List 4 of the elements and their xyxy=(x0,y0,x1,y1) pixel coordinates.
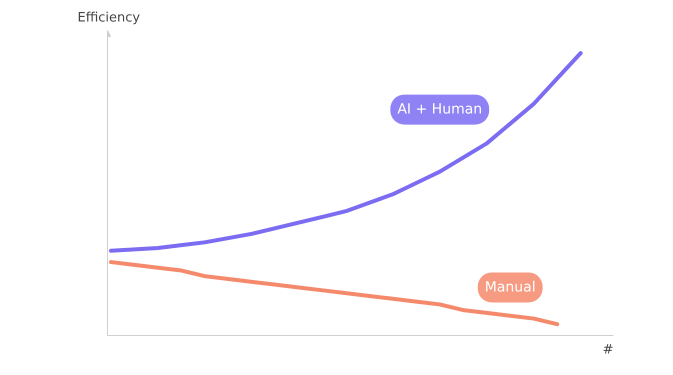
x-axis-title: # xyxy=(602,342,614,358)
series-label: AI + Human xyxy=(397,102,482,118)
series-label: Manual xyxy=(484,279,536,296)
y-axis-title: Efficiency xyxy=(78,10,140,26)
